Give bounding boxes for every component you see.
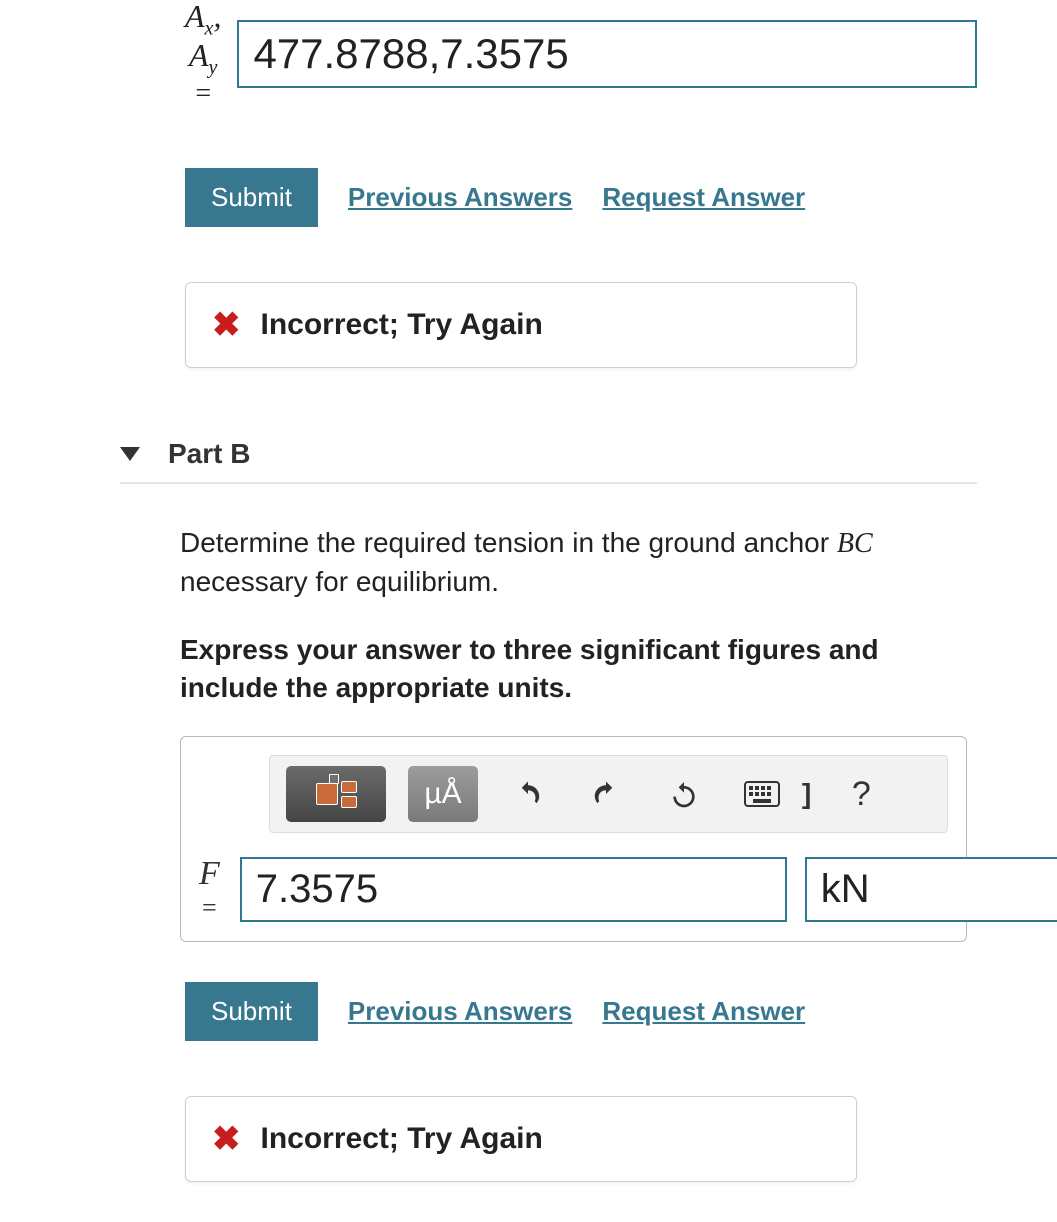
question-line2: necessary for equilibrium.: [180, 566, 499, 597]
part-b-variable-label: F =: [199, 855, 220, 923]
caret-down-icon: [120, 447, 140, 461]
units-button[interactable]: µÅ: [408, 766, 478, 822]
part-b-instruction: Express your answer to three significant…: [180, 631, 977, 707]
redo-button[interactable]: [578, 766, 634, 822]
part-b-answer-area: µÅ ] ? F =: [180, 736, 967, 942]
request-answer-link[interactable]: Request Answer: [602, 996, 805, 1027]
previous-answers-link[interactable]: Previous Answers: [348, 996, 572, 1027]
part-b-value-input[interactable]: [240, 857, 787, 922]
var-a-base2: A: [189, 37, 209, 73]
var-a-eq: =: [185, 79, 221, 108]
part-b-toolbar: µÅ ] ?: [269, 755, 948, 833]
reset-button[interactable]: [656, 766, 712, 822]
part-a-submit-row: Submit Previous Answers Request Answer: [185, 168, 977, 227]
part-b-submit-row: Submit Previous Answers Request Answer: [185, 982, 977, 1041]
var-b-eq: =: [199, 893, 220, 923]
keyboard-bracket: ]: [802, 778, 811, 810]
var-a-sep: ,: [213, 0, 221, 34]
request-answer-link[interactable]: Request Answer: [602, 182, 805, 213]
part-a-answer-input[interactable]: [237, 20, 977, 88]
var-a-base1: A: [185, 0, 205, 34]
part-a-variable-label: Ax, Ay =: [185, 0, 221, 108]
feedback-text: Incorrect; Try Again: [261, 1122, 543, 1156]
part-b-title: Part B: [168, 438, 250, 470]
question-var: BC: [837, 528, 873, 559]
help-button[interactable]: ?: [833, 766, 889, 822]
var-a-sub2: y: [209, 57, 218, 79]
incorrect-icon: ✖: [212, 305, 241, 345]
part-b-header[interactable]: Part B: [120, 438, 977, 484]
keyboard-button[interactable]: [734, 766, 790, 822]
part-b-feedback: ✖ Incorrect; Try Again: [185, 1096, 857, 1182]
feedback-text: Incorrect; Try Again: [261, 308, 543, 342]
var-b-base: F: [199, 855, 220, 892]
templates-button[interactable]: [286, 766, 386, 822]
part-a-answer-row: Ax, Ay =: [185, 0, 977, 108]
submit-button[interactable]: Submit: [185, 168, 318, 227]
question-line1: Determine the required tension in the gr…: [180, 527, 837, 558]
part-b-question: Determine the required tension in the gr…: [180, 524, 977, 601]
incorrect-icon: ✖: [212, 1119, 241, 1159]
part-a-feedback: ✖ Incorrect; Try Again: [185, 282, 857, 368]
part-b-unit-input[interactable]: [805, 857, 1057, 922]
undo-button[interactable]: [500, 766, 556, 822]
submit-button[interactable]: Submit: [185, 982, 318, 1041]
part-b-input-row: F =: [199, 855, 948, 923]
previous-answers-link[interactable]: Previous Answers: [348, 182, 572, 213]
